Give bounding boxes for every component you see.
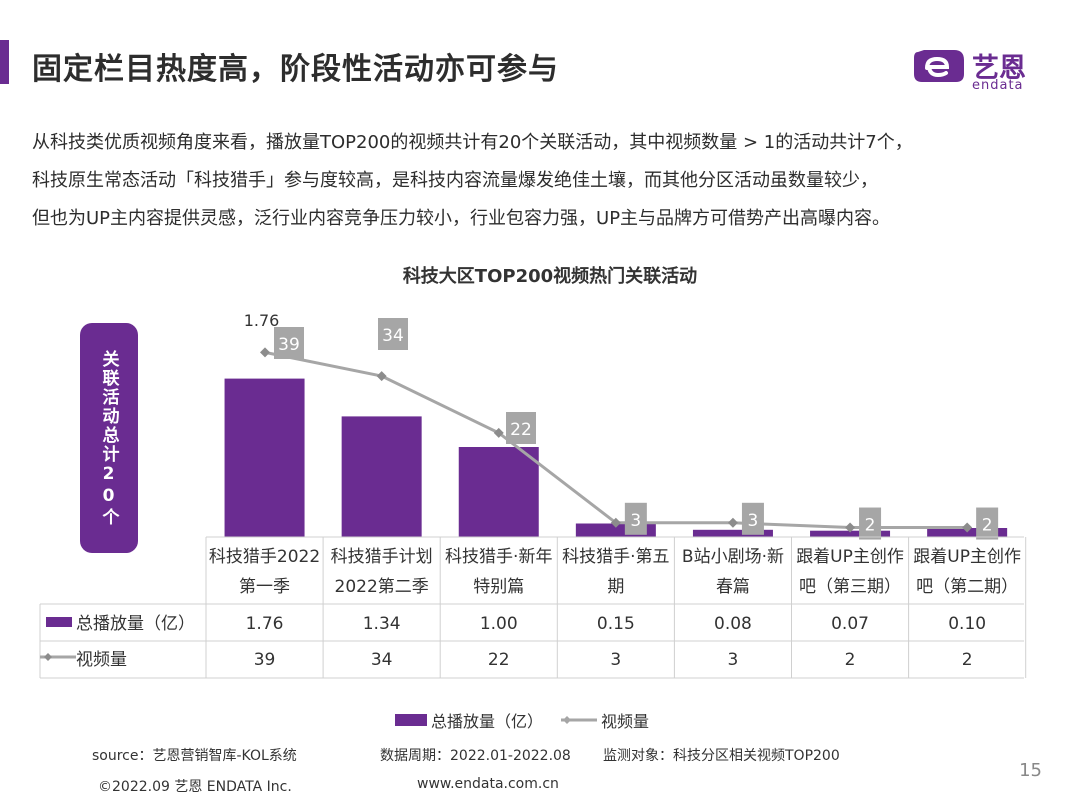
- category-label: 科技猎手2022: [209, 547, 320, 567]
- line-label-box: [624, 502, 647, 535]
- line-point: [493, 427, 504, 438]
- line-point: [727, 517, 738, 528]
- category-label: 跟着UP主创作: [913, 547, 1021, 567]
- table-cell-bar-value: 1.34: [363, 614, 401, 634]
- line-label-box: [741, 502, 764, 535]
- table-cell-line-value: 2: [845, 650, 856, 670]
- row-key-line-point: [44, 653, 52, 661]
- total-activities-badge: 关联活动总计20个: [80, 323, 138, 553]
- line-label-box: [274, 327, 304, 359]
- title-accent-bar: [0, 40, 9, 84]
- table-cell-line-value: 34: [371, 650, 393, 670]
- table-cell-line-value: 2: [962, 650, 973, 670]
- bar-mark: [810, 530, 891, 537]
- table-cell-bar-value: 1.00: [480, 614, 518, 634]
- line-data-label: 22: [510, 420, 532, 440]
- footer-period: 数据周期：2022.01-2022.08: [380, 748, 571, 764]
- category-label: 特别篇: [473, 577, 524, 597]
- footer-target: 监测对象：科技分区相关视频TOP200: [603, 748, 840, 764]
- line-data-label: 2: [865, 516, 876, 536]
- table-cell-bar-value: 0.08: [714, 614, 752, 634]
- table-cell-line-value: 22: [488, 650, 510, 670]
- line-point: [962, 522, 973, 533]
- line-label-box: [506, 412, 536, 444]
- logo-chinese-text: 艺恩: [972, 53, 1026, 84]
- bar-mark: [341, 416, 422, 537]
- table-cell-line-value: 39: [254, 650, 276, 670]
- category-label: 第一季: [239, 577, 290, 597]
- row-key-bar: [46, 617, 72, 627]
- endata-logo: 艺恩 endata: [910, 44, 1050, 96]
- logo-english-text: endata: [972, 78, 1024, 93]
- legend-item-bar: 总播放量（亿）: [395, 708, 543, 732]
- line-data-label: 34: [382, 326, 404, 346]
- line-data-label: 39: [278, 335, 300, 355]
- category-label: 科技猎手计划: [331, 547, 433, 567]
- table-cell-bar-value: 0.15: [597, 614, 635, 634]
- table-cell-line-value: 3: [610, 650, 621, 670]
- intro-line: 但也为UP主内容提供灵感，泛行业内容竞争压力较小，行业包容力强，UP主与品牌方可…: [32, 208, 891, 229]
- table-cell-line-value: 3: [728, 650, 739, 670]
- row-header-line: 视频量: [76, 650, 127, 670]
- line-data-label: 2: [982, 516, 993, 536]
- bar-mark: [692, 529, 773, 537]
- category-label: 吧（第三期）: [799, 577, 901, 597]
- line-data-label: 3: [630, 511, 641, 531]
- bar-mark: [458, 447, 539, 537]
- line-label-box: [859, 507, 882, 540]
- line-point: [376, 371, 387, 382]
- category-label: 期: [607, 577, 624, 597]
- category-label: B站小剧场·新: [682, 547, 784, 567]
- legend-bar-swatch: [395, 714, 427, 726]
- line-label-box: [976, 507, 999, 540]
- category-label: 跟着UP主创作: [796, 547, 904, 567]
- row-header-bar: 总播放量（亿）: [76, 614, 195, 634]
- legend-line-label: 视频量: [601, 712, 650, 731]
- legend-line-swatch: [561, 716, 598, 724]
- line-point: [260, 347, 270, 358]
- table-cell-bar-value: 0.07: [831, 614, 869, 634]
- line-point: [610, 517, 621, 528]
- category-label: 吧（第二期）: [916, 577, 1018, 597]
- line-data-label: 3: [748, 511, 759, 531]
- category-label: 科技猎手·新年: [445, 547, 552, 567]
- chart-title: 科技大区TOP200视频热门关联活动: [402, 266, 698, 287]
- bar-data-label: 1.76: [244, 311, 280, 330]
- page-title: 固定栏目热度高，阶段性活动亦可参与: [32, 52, 559, 87]
- intro-line: 科技原生常态活动「科技猎手」参与度较高，是科技内容流量爆发绝佳土壤，而其他分区活…: [32, 170, 878, 191]
- footer-copyright: ©2022.09 艺恩 ENDATA Inc.: [98, 779, 292, 795]
- category-label: 春篇: [716, 577, 750, 597]
- line-point: [845, 522, 856, 533]
- table-cell-bar-value: 0.10: [948, 614, 986, 634]
- total-activities-label: 关联活动总计20个: [98, 349, 119, 527]
- bar-mark: [224, 378, 305, 537]
- page-number: 15: [1019, 760, 1042, 781]
- table-cell-bar-value: 1.76: [246, 614, 284, 634]
- legend-bar-label: 总播放量（亿）: [431, 712, 544, 731]
- intro-paragraph: 从科技类优质视频角度来看，播放量TOP200的视频共计有20个关联活动，其中视频…: [32, 124, 1052, 238]
- category-label: 2022第二季: [335, 577, 429, 597]
- footer-website[interactable]: www.endata.com.cn: [417, 776, 559, 792]
- intro-line: 从科技类优质视频角度来看，播放量TOP200的视频共计有20个关联活动，其中视频…: [32, 132, 913, 153]
- line-label-box: [378, 318, 408, 350]
- footer-source: source：艺恩营销智库-KOL系统: [92, 748, 297, 764]
- chart-legend: 总播放量（亿） 视频量: [395, 708, 649, 732]
- category-label: 科技猎手·第五: [562, 547, 669, 567]
- endata-logo-icon: [914, 50, 964, 82]
- legend-item-line: 视频量: [561, 708, 649, 732]
